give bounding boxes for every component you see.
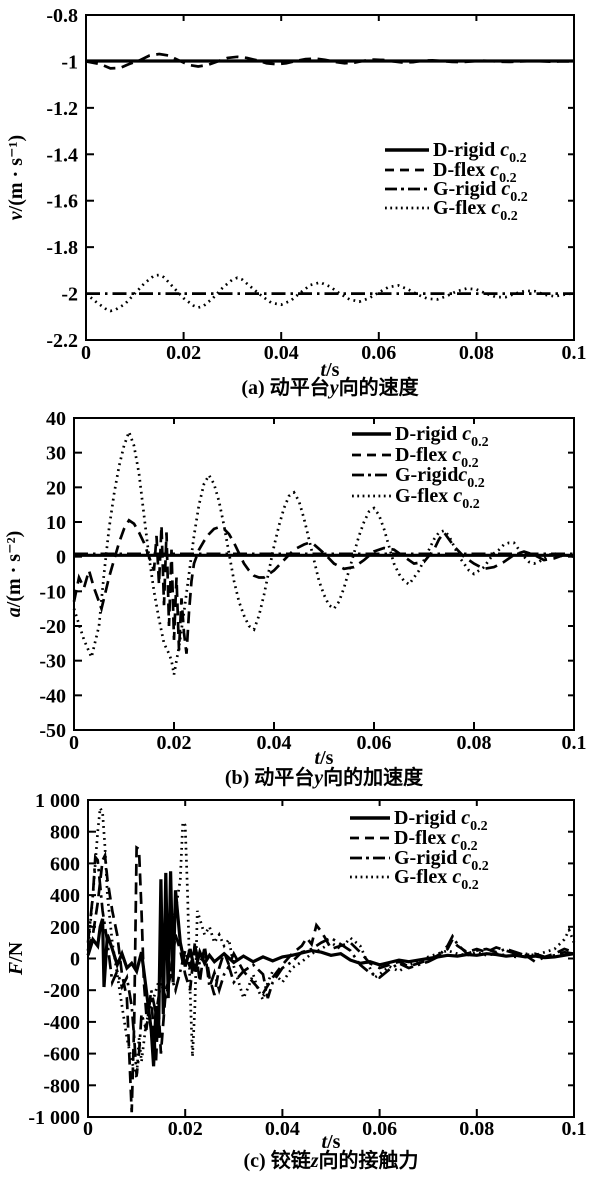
caption-a: (a) 动平台y向的速度 [0,378,600,400]
x-tick-label: 0.08 [459,342,494,364]
y-tick-label: -1.6 [46,191,78,213]
y-axis-label: F/N [5,941,27,976]
x-axis-label: t/s [315,747,334,766]
legend-label-G-flex: G-flex c0.2 [394,866,479,893]
legend-label-G-rigid: G-rigid c0.2 [394,847,489,874]
x-tick-label: 0 [83,1118,93,1140]
x-tick-label: 0.1 [562,342,587,364]
x-tick-label: 0.02 [157,732,192,754]
x-tick-label: 0.1 [562,1118,587,1140]
y-tick-label: -1 [61,51,78,73]
y-tick-label: 0 [70,949,80,971]
chart-c-canvas: 0 0.02 0.04 0.06 0.08 0.1 1 000 800 600 400 200 0 -2… [5,792,587,1148]
y-tick-label: 30 [46,443,66,465]
series-D-flex-line [86,845,575,1113]
x-tick-label: 0.04 [264,342,299,364]
subplot-c: 0 0.02 0.04 0.06 0.08 0.1 1 000 800 600 400 200 0 -2… [0,792,600,1180]
y-tick-label: -200 [43,980,80,1002]
y-tick-label: -400 [43,1012,80,1034]
caption-c: (c) 铰链z向的接触力 [0,1148,600,1180]
x-tick-label: 0.06 [357,732,392,754]
series-D-rigid-line [86,871,575,1067]
x-tick-label: 0 [69,732,79,754]
chart-b-canvas: 0 0.02 0.04 0.06 0.08 0.1 40 30 20 10 0 -10 -20 -30 -4… [3,408,587,766]
caption-a-pre: (a) 动平台 [241,377,330,399]
x-tick-label: 0.08 [457,732,492,754]
y-tick-label: 0 [56,547,66,569]
caption-c-em: z [310,1150,319,1172]
y-tick-label: -30 [39,651,66,673]
x-tick-label: 0.02 [168,1118,203,1140]
x-axis-label: t/s [321,359,340,378]
caption-c-pre: (c) 铰链 [243,1150,311,1172]
x-tick-label: 0.1 [562,732,587,754]
x-tick-label: 0.08 [459,1118,494,1140]
x-tick-label: 0.02 [166,342,201,364]
y-tick-label: 800 [50,822,80,844]
legend-label-G-rigid: G-rigid c0.2 [433,178,528,205]
x-tick-label: 0.04 [257,732,292,754]
x-tick-label: 0.06 [361,342,396,364]
y-tick-label: -2.2 [46,330,78,352]
y-tick-label: -800 [43,1075,80,1097]
x-axis-label: t/s [322,1131,341,1148]
series-D-flex-line [72,518,575,654]
caption-b-post: 向的加速度 [323,767,424,789]
y-tick-label: -0.8 [46,5,78,27]
caption-c-post: 向的接触力 [318,1150,419,1172]
plot-box [85,14,575,341]
plot-box [73,417,575,731]
subplot-a: 0 0.02 0.04 0.06 0.08 0.1 -0.8 -1 -1.2 -1.4 -1.6 -1… [0,0,600,400]
legend-label-D-rigid: D-rigid c0.2 [433,139,527,166]
y-tick-label: -40 [39,685,66,707]
caption-b-pre: (b) 动平台 [224,767,315,789]
y-tick-label: -600 [43,1044,80,1066]
y-tick-label: 1 000 [35,792,80,812]
y-tick-label: 10 [46,512,66,534]
legend-label-G-flex: G-flex c0.2 [395,485,480,512]
legend-label-D-flex: D-flex c0.2 [395,444,479,471]
y-tick-label: -10 [39,581,66,603]
legend-label-G-rigid: G-rigidc0.2 [395,464,485,491]
caption-b-em: y [314,767,324,789]
y-tick-label: -50 [39,720,66,742]
legend-label-D-rigid: D-rigid c0.2 [394,807,488,834]
subplot-b: 0 0.02 0.04 0.06 0.08 0.1 40 30 20 10 0 -10 -20 -30 -4… [0,400,600,792]
x-tick-label: 0.04 [265,1118,300,1140]
legend-label-D-flex: D-flex c0.2 [433,159,517,186]
caption-a-post: 向的速度 [338,377,419,399]
y-tick-label: 200 [50,917,80,939]
y-tick-label: 400 [50,885,80,907]
y-axis-label: a/(m · s⁻²) [3,531,25,618]
y-tick-label: -1.4 [46,144,78,166]
y-tick-label: 600 [50,853,80,875]
legend-label-G-flex: G-flex c0.2 [433,197,518,224]
y-axis-label: v/(m · s⁻¹) [5,135,27,220]
y-tick-label: -20 [39,616,66,638]
legend-label-D-flex: D-flex c0.2 [394,827,478,854]
y-tick-label: -2 [61,284,78,306]
series-G-flex-line [72,427,575,675]
caption-a-em: y [329,377,339,399]
x-tick-label: 0 [81,342,91,364]
y-tick-label: 40 [46,408,66,430]
legend-label-D-rigid: D-rigid c0.2 [395,423,489,450]
y-tick-label: -1.8 [46,237,78,259]
y-tick-label: -1.2 [46,98,78,120]
caption-b: (b) 动平台y向的加速度 [0,766,600,792]
y-tick-label: -1 000 [28,1107,80,1129]
x-tick-label: 0.06 [362,1118,397,1140]
chart-a-canvas: 0 0.02 0.04 0.06 0.08 0.1 -0.8 -1 -1.2 -1.4 -1.6 -1… [5,5,587,378]
y-tick-label: 20 [46,477,66,499]
